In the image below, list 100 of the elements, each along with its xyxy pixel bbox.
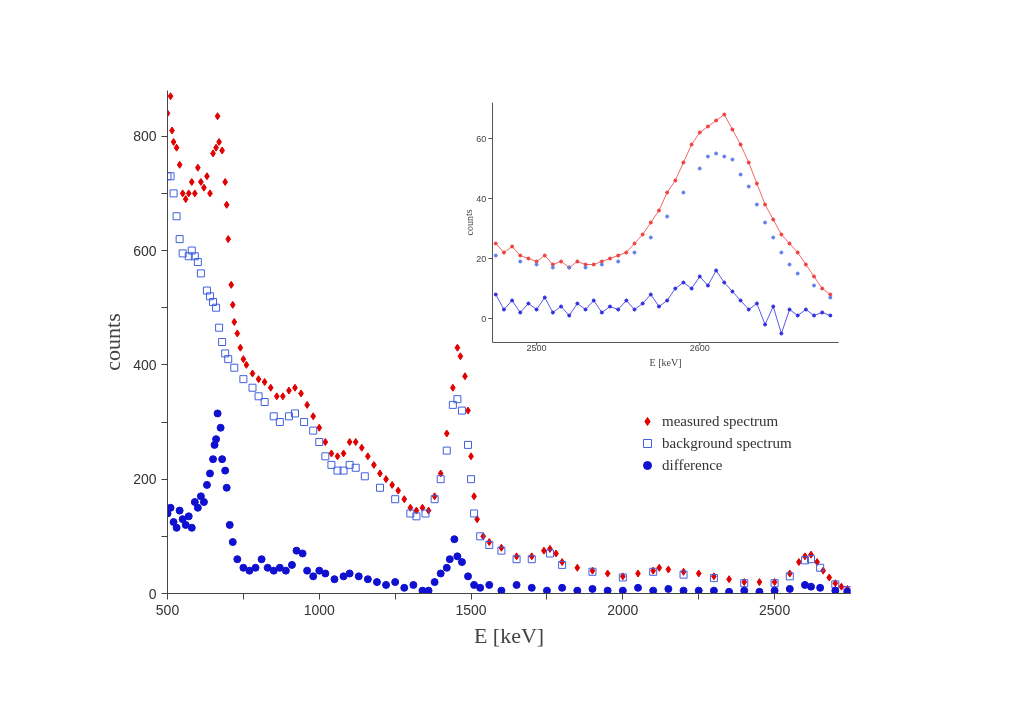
x-axis-title: E [keV] <box>649 356 682 368</box>
point <box>763 220 768 225</box>
x-axis-title: E [keV] <box>473 622 545 648</box>
point <box>518 253 523 258</box>
point <box>754 301 759 306</box>
point <box>787 307 792 312</box>
point <box>616 259 621 264</box>
point <box>746 307 751 312</box>
point <box>648 235 653 240</box>
point <box>608 256 613 261</box>
x-tick-label: 500 <box>155 601 180 618</box>
point <box>656 304 661 309</box>
point <box>812 313 817 318</box>
point <box>738 172 743 177</box>
point <box>697 130 702 135</box>
point <box>779 232 784 237</box>
point <box>559 304 564 309</box>
y-tick-label: 800 <box>133 128 157 145</box>
point <box>771 235 776 240</box>
point <box>746 160 751 165</box>
point <box>526 256 531 261</box>
point <box>575 259 580 264</box>
point <box>518 310 523 315</box>
point <box>616 307 621 312</box>
point <box>779 331 784 336</box>
point <box>722 154 727 159</box>
y-tick-label: 400 <box>133 356 157 373</box>
point <box>738 298 743 303</box>
point <box>510 298 515 303</box>
legend-label: difference <box>662 456 723 474</box>
legend-label: measured spectrum <box>662 412 779 430</box>
point <box>681 190 686 195</box>
point <box>632 250 637 255</box>
point <box>673 286 678 291</box>
point <box>746 184 751 189</box>
point <box>763 202 768 207</box>
point <box>493 292 498 297</box>
point <box>526 301 531 306</box>
y-tick-label: 0 <box>148 585 157 602</box>
point <box>632 307 637 312</box>
point <box>779 250 784 255</box>
point <box>542 253 547 258</box>
point <box>624 298 629 303</box>
point <box>803 307 808 312</box>
point <box>803 262 808 267</box>
point <box>730 127 735 132</box>
point <box>820 310 825 315</box>
point <box>787 262 792 267</box>
point <box>795 250 800 255</box>
point <box>583 307 588 312</box>
x-tick-label: 2500 <box>759 601 791 618</box>
point <box>689 142 694 147</box>
point <box>771 217 776 222</box>
y-tick-label: 200 <box>133 471 157 488</box>
point <box>575 301 580 306</box>
legend-label: background spectrum <box>662 434 792 452</box>
point <box>795 313 800 318</box>
x-tick-label: 1500 <box>455 601 487 618</box>
point <box>640 301 645 306</box>
point <box>730 157 735 162</box>
point <box>689 286 694 291</box>
x-tick-label: 2600 <box>689 343 710 354</box>
point <box>559 259 564 264</box>
point <box>599 310 604 315</box>
point <box>648 220 653 225</box>
point <box>730 289 735 294</box>
point <box>567 313 572 318</box>
point <box>501 250 506 255</box>
point <box>518 259 523 264</box>
point <box>656 208 661 213</box>
y-tick-label: 60 <box>476 133 487 144</box>
point <box>681 280 686 285</box>
point <box>714 118 719 123</box>
point <box>591 298 596 303</box>
point <box>820 286 825 291</box>
point <box>632 241 637 246</box>
point <box>665 190 670 195</box>
point <box>795 271 800 276</box>
point <box>697 274 702 279</box>
point <box>640 232 645 237</box>
point <box>542 295 547 300</box>
point <box>812 274 817 279</box>
point <box>705 154 710 159</box>
point <box>754 202 759 207</box>
point <box>722 112 727 117</box>
point <box>705 283 710 288</box>
point <box>624 250 629 255</box>
point <box>754 181 759 186</box>
point <box>673 178 678 183</box>
point <box>493 253 498 258</box>
point <box>787 241 792 246</box>
point <box>697 166 702 171</box>
point <box>648 292 653 297</box>
x-tick-label: 2000 <box>607 601 639 618</box>
point <box>616 253 621 258</box>
y-axis-title: counts <box>463 209 475 236</box>
y-axis-title: counts <box>100 313 126 371</box>
point <box>665 214 670 219</box>
point <box>591 262 596 267</box>
point <box>665 298 670 303</box>
